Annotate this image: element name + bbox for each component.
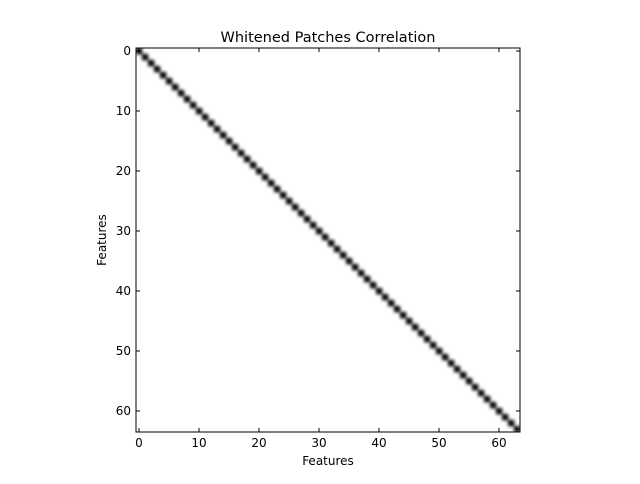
heatmap-cell-diagonal: [298, 210, 305, 217]
x-axis-label: Features: [302, 454, 354, 468]
heatmap-cell-diagonal: [196, 108, 203, 115]
heatmap-cell-diagonal: [310, 222, 317, 229]
heatmap-cell-diagonal: [502, 414, 509, 421]
heatmap-cell-diagonal: [418, 330, 425, 337]
heatmap-cell-diagonal: [346, 258, 353, 265]
heatmap-cell-diagonal: [256, 168, 263, 175]
heatmap-cell-diagonal: [154, 66, 161, 73]
x-tick-label: 0: [135, 436, 143, 450]
heatmap-cell-diagonal: [292, 204, 299, 211]
heatmap-cell-diagonal: [472, 384, 479, 391]
heatmap-cell-diagonal: [406, 318, 413, 325]
heatmap-cell-diagonal: [226, 138, 233, 145]
heatmap-cell-diagonal: [268, 180, 275, 187]
x-tick-label: 30: [311, 436, 326, 450]
y-tick-label: 30: [116, 224, 131, 238]
heatmap-cell-diagonal: [442, 354, 449, 361]
heatmap-cell-diagonal: [340, 252, 347, 259]
chart-title: Whitened Patches Correlation: [221, 30, 436, 46]
heatmap-cell-diagonal: [334, 246, 341, 253]
heatmap-cell-diagonal: [142, 54, 149, 61]
heatmap-cell-diagonal: [178, 90, 185, 97]
x-tick-label: 50: [431, 436, 446, 450]
y-tick-label: 10: [116, 104, 131, 118]
x-axis-ticks: 0 10 20 30 40 50 60: [135, 48, 507, 450]
heatmap-cell-diagonal: [190, 102, 197, 109]
heatmap-cell-diagonal: [364, 276, 371, 283]
heatmap-cell-diagonal: [478, 390, 485, 397]
heatmap-cell-diagonal: [412, 324, 419, 331]
heatmap-cell-diagonal: [358, 270, 365, 277]
heatmap-cell-diagonal: [238, 150, 245, 157]
y-axis-label: Features: [95, 214, 109, 266]
heatmap-cell-diagonal: [454, 366, 461, 373]
heatmap-cell-diagonal: [466, 378, 473, 385]
heatmap-cell-diagonal: [250, 162, 257, 169]
heatmap-cell-diagonal: [172, 84, 179, 91]
heatmap-cell-diagonal: [304, 216, 311, 223]
heatmap-cell-diagonal: [394, 306, 401, 313]
y-tick-label: 50: [116, 344, 131, 358]
heatmap-cells: [136, 48, 520, 432]
heatmap-cell-diagonal: [388, 300, 395, 307]
heatmap-cell-diagonal: [508, 420, 515, 427]
heatmap-cell-diagonal: [208, 120, 215, 127]
x-tick-label: 60: [491, 436, 506, 450]
y-tick-label: 20: [116, 164, 131, 178]
heatmap-cell-diagonal: [376, 288, 383, 295]
heatmap-cell-diagonal: [184, 96, 191, 103]
heatmap-cell-diagonal: [148, 60, 155, 67]
heatmap-cell-diagonal: [382, 294, 389, 301]
heatmap-cell-diagonal: [400, 312, 407, 319]
heatmap-cell-diagonal: [244, 156, 251, 163]
heatmap-cell-diagonal: [280, 192, 287, 199]
heatmap-cell-diagonal: [370, 282, 377, 289]
heatmap-cell-diagonal: [490, 402, 497, 409]
y-tick-label: 40: [116, 284, 131, 298]
heatmap-cell-diagonal: [232, 144, 239, 151]
x-tick-label: 20: [251, 436, 266, 450]
y-tick-label: 60: [116, 404, 131, 418]
x-tick-label: 40: [371, 436, 386, 450]
heatmap-cell-diagonal: [286, 198, 293, 205]
heatmap-cell-diagonal: [436, 348, 443, 355]
y-axis-ticks: 0 10 20 30 40 50 60: [116, 44, 520, 418]
heatmap-cell-diagonal: [274, 186, 281, 193]
heatmap-cell-diagonal: [322, 234, 329, 241]
heatmap-cell-diagonal: [424, 336, 431, 343]
heatmap-cell-diagonal: [214, 126, 221, 133]
heatmap-cell-diagonal: [220, 132, 227, 139]
heatmap-cell-diagonal: [430, 342, 437, 349]
x-tick-label: 10: [191, 436, 206, 450]
heatmap-cell-diagonal: [514, 426, 520, 432]
heatmap-cell-diagonal: [448, 360, 455, 367]
y-tick-label: 0: [123, 44, 131, 58]
heatmap-cell-diagonal: [352, 264, 359, 271]
heatmap-cell-diagonal: [160, 72, 167, 79]
heatmap-cell-diagonal: [460, 372, 467, 379]
plot-frame: [135, 47, 521, 433]
heatmap-cell-diagonal: [316, 228, 323, 235]
heatmap-cell-diagonal: [496, 408, 503, 415]
heatmap-cell-diagonal: [166, 78, 173, 85]
heatmap-cell-diagonal: [484, 396, 491, 403]
heatmap-cell-diagonal: [202, 114, 209, 121]
heatmap-cell-diagonal: [262, 174, 269, 181]
heatmap-cell-diagonal: [328, 240, 335, 247]
